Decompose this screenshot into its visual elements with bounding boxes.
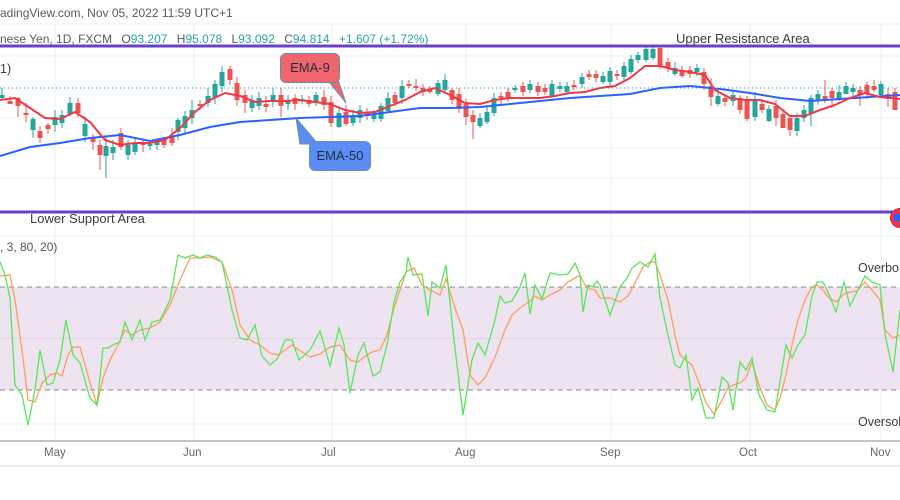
ema-50-line <box>0 84 900 157</box>
low-value: 93.092 <box>238 32 275 46</box>
oversold-label: Oversol <box>858 415 900 429</box>
stochastic-level-lines <box>0 286 900 391</box>
candlestick-series <box>0 45 898 178</box>
stochastic-params: , 3, 80, 20) <box>0 240 58 254</box>
stochastic-k-line <box>0 251 900 426</box>
ema-50-callout[interactable]: EMA-50 <box>309 141 371 171</box>
open-key: O <box>121 32 131 46</box>
overbought-label: Overbo <box>858 261 899 275</box>
upper-resistance-label: Upper Resistance Area <box>676 31 810 46</box>
stochastic-d-line <box>0 256 900 416</box>
time-axis-label: Sep <box>600 447 621 459</box>
high-value: 95.078 <box>185 32 223 46</box>
symbol-label[interactable]: nese Yen, 1D, FXCM <box>0 32 113 46</box>
lower-support-label: Lower Support Area <box>30 211 145 226</box>
price-pane-params: 1) <box>0 62 12 76</box>
ema-9-line <box>0 65 900 147</box>
ohlc-legend: nese Yen, 1D, FXCM O93.207 H95.078 L93.0… <box>0 32 428 46</box>
time-axis-label: Jul <box>321 447 336 459</box>
time-axis-label: Jun <box>183 447 202 459</box>
close-value: 94.814 <box>292 32 330 46</box>
time-axis-label: May <box>44 447 66 459</box>
low-key: L <box>231 32 239 46</box>
time-axis-label: Nov <box>870 447 891 459</box>
time-axis-label: Oct <box>739 447 757 459</box>
high-key: H <box>176 32 186 46</box>
open-value: 93.207 <box>130 32 168 46</box>
ema-9-callout[interactable]: EMA-9 <box>280 53 340 83</box>
time-axis-label: Aug <box>455 447 476 459</box>
watermark-text: adingView.com, Nov 05, 2022 11:59 UTC+1 <box>0 6 233 20</box>
change-value: +1.607 (+1.72%) <box>338 32 429 46</box>
close-key: C <box>284 32 293 46</box>
